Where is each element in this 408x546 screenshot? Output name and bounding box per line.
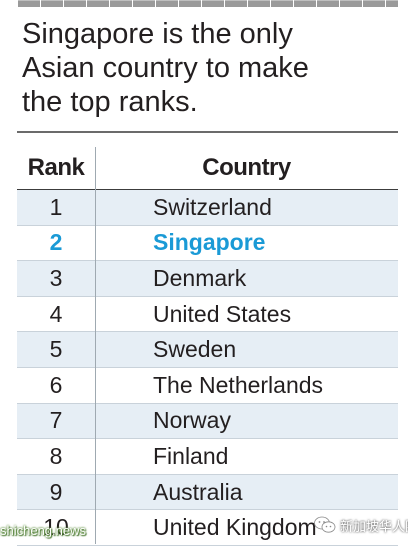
table-row: 8 Finland — [17, 439, 398, 475]
table-row: 3 Denmark — [17, 261, 398, 297]
column-divider — [95, 147, 96, 544]
rank-cell: 3 — [49, 264, 63, 291]
divider-rule — [17, 131, 398, 133]
watermark-site: shicheng.news — [0, 523, 86, 538]
table-row: 1 Switzerland — [17, 190, 398, 226]
country-cell: Denmark — [153, 264, 247, 291]
rank-cell: 6 — [49, 371, 63, 398]
cropped-previous-text: ▬▬▬▬▬▬▬▬▬▬▬▬▬▬▬▬▬▬▬▬▬ — [18, 0, 398, 7]
rank-cell: 10 — [43, 514, 69, 541]
table-row: 10 United Kingdom — [17, 510, 398, 546]
rank-cell: 8 — [49, 442, 63, 469]
country-cell: Norway — [153, 407, 231, 434]
table-row: 2 Singapore — [17, 226, 398, 262]
country-cell: United Kingdom — [153, 514, 317, 541]
table-row: 4 United States — [17, 297, 398, 333]
country-cell: Finland — [153, 442, 229, 469]
rank-cell: 1 — [49, 193, 63, 220]
header-rank: Rank — [27, 154, 85, 181]
country-cell: The Netherlands — [153, 371, 324, 398]
rank-cell: 5 — [49, 336, 63, 363]
rank-cell: 2 — [49, 229, 63, 256]
intro-line: Singapore is the only — [22, 18, 293, 50]
country-cell: Australia — [153, 478, 243, 505]
header-country: Country — [202, 154, 291, 181]
ranking-table: Rank Country 1 Switzerland 2 Singapore 3… — [17, 147, 398, 546]
country-cell: Switzerland — [153, 193, 272, 220]
wechat-icon — [314, 516, 336, 533]
watermark-account-name: 新加坡华人圈 — [340, 518, 408, 534]
country-cell: United States — [153, 300, 292, 327]
rank-cell: 7 — [49, 407, 63, 434]
table-row: 9 Australia — [17, 474, 398, 511]
table-header: Rank Country — [17, 147, 398, 190]
intro-line: Asian country to make — [22, 52, 309, 84]
country-cell: Sweden — [153, 336, 237, 363]
table-row: 5 Sweden — [17, 332, 398, 368]
intro-text: Singapore is the only Asian country to m… — [22, 17, 398, 119]
rank-cell: 4 — [49, 300, 63, 327]
intro-line: the top ranks. — [22, 86, 198, 118]
watermark-account: 新加坡华人圈 — [314, 512, 408, 538]
country-cell: Singapore — [153, 229, 266, 256]
table-row: 6 The Netherlands — [17, 368, 398, 404]
table-row: 7 Norway — [17, 403, 398, 440]
rank-cell: 9 — [49, 478, 63, 505]
